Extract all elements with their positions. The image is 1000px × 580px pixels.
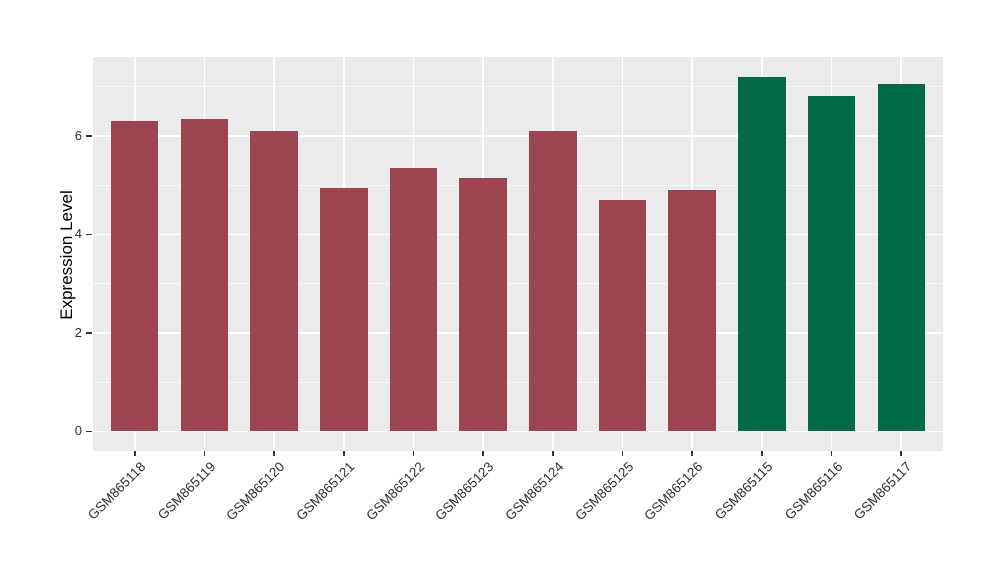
x-tick-mark — [134, 451, 136, 456]
bar-GSM865119 — [180, 118, 229, 432]
bar-GSM865117 — [877, 84, 925, 432]
y-axis-title: Expression Level — [57, 190, 76, 320]
bar-GSM865122 — [389, 167, 438, 432]
bar-GSM865120 — [250, 130, 298, 432]
x-tick-label: GSM865120 — [223, 459, 288, 524]
gridline-minor-y — [93, 283, 943, 285]
gridline-major-y — [93, 135, 943, 137]
x-tick-label: GSM865123 — [432, 459, 497, 524]
x-tick-label: GSM865118 — [84, 459, 149, 523]
bar-GSM865123 — [459, 177, 507, 432]
bar-GSM865125 — [598, 199, 647, 432]
bar-GSM865124 — [529, 130, 577, 432]
x-tick-label: GSM865126 — [641, 459, 706, 524]
x-tick-mark — [621, 451, 624, 456]
y-tick-label: 4 — [74, 226, 82, 242]
x-tick-label: GSM865122 — [362, 459, 428, 524]
y-tick-mark — [86, 430, 92, 433]
bar-GSM865116 — [807, 96, 856, 432]
y-tick-mark — [86, 233, 92, 236]
x-tick-mark — [691, 451, 693, 456]
x-tick-label: GSM865124 — [502, 459, 567, 524]
x-tick-mark — [830, 451, 833, 456]
gridline-minor-y — [93, 184, 943, 186]
x-tick-mark — [552, 451, 554, 456]
x-tick-label: GSM865121 — [293, 459, 358, 524]
x-tick-label: GSM865115 — [711, 459, 776, 523]
x-tick-label: GSM865125 — [571, 459, 637, 524]
gridline-minor-y — [93, 381, 943, 383]
bar-GSM865115 — [738, 76, 786, 432]
x-tick-mark — [203, 451, 206, 456]
x-tick-mark — [273, 451, 275, 456]
y-tick-label: 6 — [74, 127, 82, 143]
x-tick-label: GSM865119 — [154, 459, 219, 523]
x-tick-mark — [761, 451, 763, 456]
x-tick-mark — [482, 451, 484, 456]
x-tick-mark — [412, 451, 415, 456]
y-tick-label: 0 — [74, 423, 82, 439]
x-tick-label: GSM865116 — [781, 459, 846, 523]
x-tick-mark — [900, 451, 902, 456]
y-tick-mark — [86, 332, 92, 334]
bar-GSM865118 — [111, 121, 159, 432]
gridline-major-y — [93, 233, 943, 236]
gridline-minor-y — [93, 86, 943, 88]
gridline-major-y — [93, 430, 943, 433]
bar-GSM865126 — [668, 189, 716, 432]
plot-panel — [93, 57, 943, 451]
x-tick-label: GSM865117 — [851, 459, 915, 523]
gridline-major-y — [93, 332, 943, 334]
bar-GSM865121 — [320, 187, 368, 432]
y-tick-label: 2 — [74, 324, 82, 340]
y-tick-mark — [86, 135, 92, 137]
x-tick-mark — [343, 451, 345, 456]
